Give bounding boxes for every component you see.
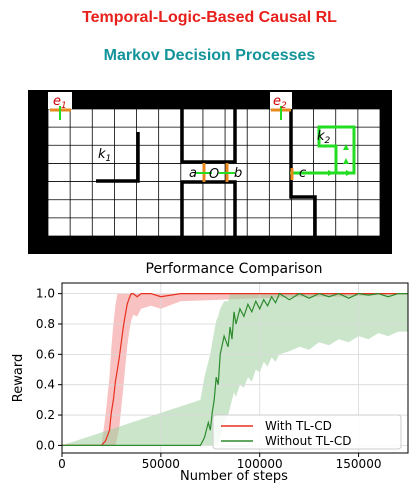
arrowhead-1 <box>328 170 334 176</box>
x-tick-label: 100000 <box>237 457 283 471</box>
label-e2: e2 <box>273 94 287 111</box>
x-tick-label: 150000 <box>336 457 382 471</box>
label-a: a <box>189 166 197 181</box>
green-path <box>290 125 356 175</box>
legend-label: Without TL-CD <box>265 434 351 448</box>
line-series-0 <box>62 292 408 446</box>
exit-e1-opening <box>48 92 72 109</box>
x-ticks: 0 50000 100000 150000 <box>58 453 381 471</box>
y-ticks: 0.0 0.2 0.4 0.6 0.8 1.0 <box>36 287 62 452</box>
subtitle: Markov Decision Processes <box>103 47 316 64</box>
label-o: O <box>209 167 219 182</box>
legend-box <box>212 414 402 450</box>
arrowhead-3 <box>343 144 349 150</box>
line-series-1 <box>62 292 408 446</box>
label-k2: k2 <box>317 129 331 146</box>
series-lines <box>61 282 409 454</box>
arrowhead-4 <box>343 158 349 164</box>
y-tick-label: 0.4 <box>36 378 55 392</box>
x-axis-label: Number of steps <box>180 469 288 484</box>
y-tick-label: 1.0 <box>36 287 55 301</box>
wall-center-top <box>180 109 237 164</box>
label-c: c <box>299 166 306 181</box>
y-tick-label: 0.6 <box>36 347 55 361</box>
green-loop <box>293 125 356 175</box>
gridworld-svg: e1 e2 k1 k2 a O b c <box>28 90 392 254</box>
chart-svg: Performance Comparison 0 50000 100000 15000… <box>11 261 409 484</box>
performance-chart: Performance Comparison 0 50000 100000 15000… <box>0 258 419 485</box>
y-tick-label: 0.2 <box>36 408 55 422</box>
exit-e2-opening <box>270 92 292 109</box>
wall-k1 <box>96 132 140 183</box>
arrowhead-2 <box>346 170 352 176</box>
label-k1: k1 <box>98 147 111 164</box>
y-tick-label: 0.8 <box>36 317 55 331</box>
x-tick-label: 50000 <box>142 457 180 471</box>
wall-center-bottom <box>180 180 237 236</box>
y-tick-label: 0.0 <box>36 438 55 452</box>
wall-right <box>289 109 317 236</box>
plot-border <box>61 282 409 454</box>
legend-label: With TL-CD <box>265 419 332 433</box>
y-axis-label: Reward <box>11 354 26 402</box>
confidence-bands <box>62 293 408 446</box>
gridworld-diagram: e1 e2 k1 k2 a O b c <box>28 90 392 254</box>
label-e1: e1 <box>53 94 67 111</box>
markers <box>50 106 294 182</box>
green-arrowheads <box>328 144 352 176</box>
internal-walls <box>96 109 317 236</box>
chart-title: Performance Comparison <box>146 261 323 277</box>
grid-labels: e1 e2 k1 k2 a O b c <box>53 94 331 182</box>
main-title: Temporal-Logic-Based Causal RL <box>82 9 337 26</box>
x-tick-label: 0 <box>58 457 66 471</box>
label-b: b <box>234 166 242 181</box>
band-series-1 <box>62 293 408 446</box>
